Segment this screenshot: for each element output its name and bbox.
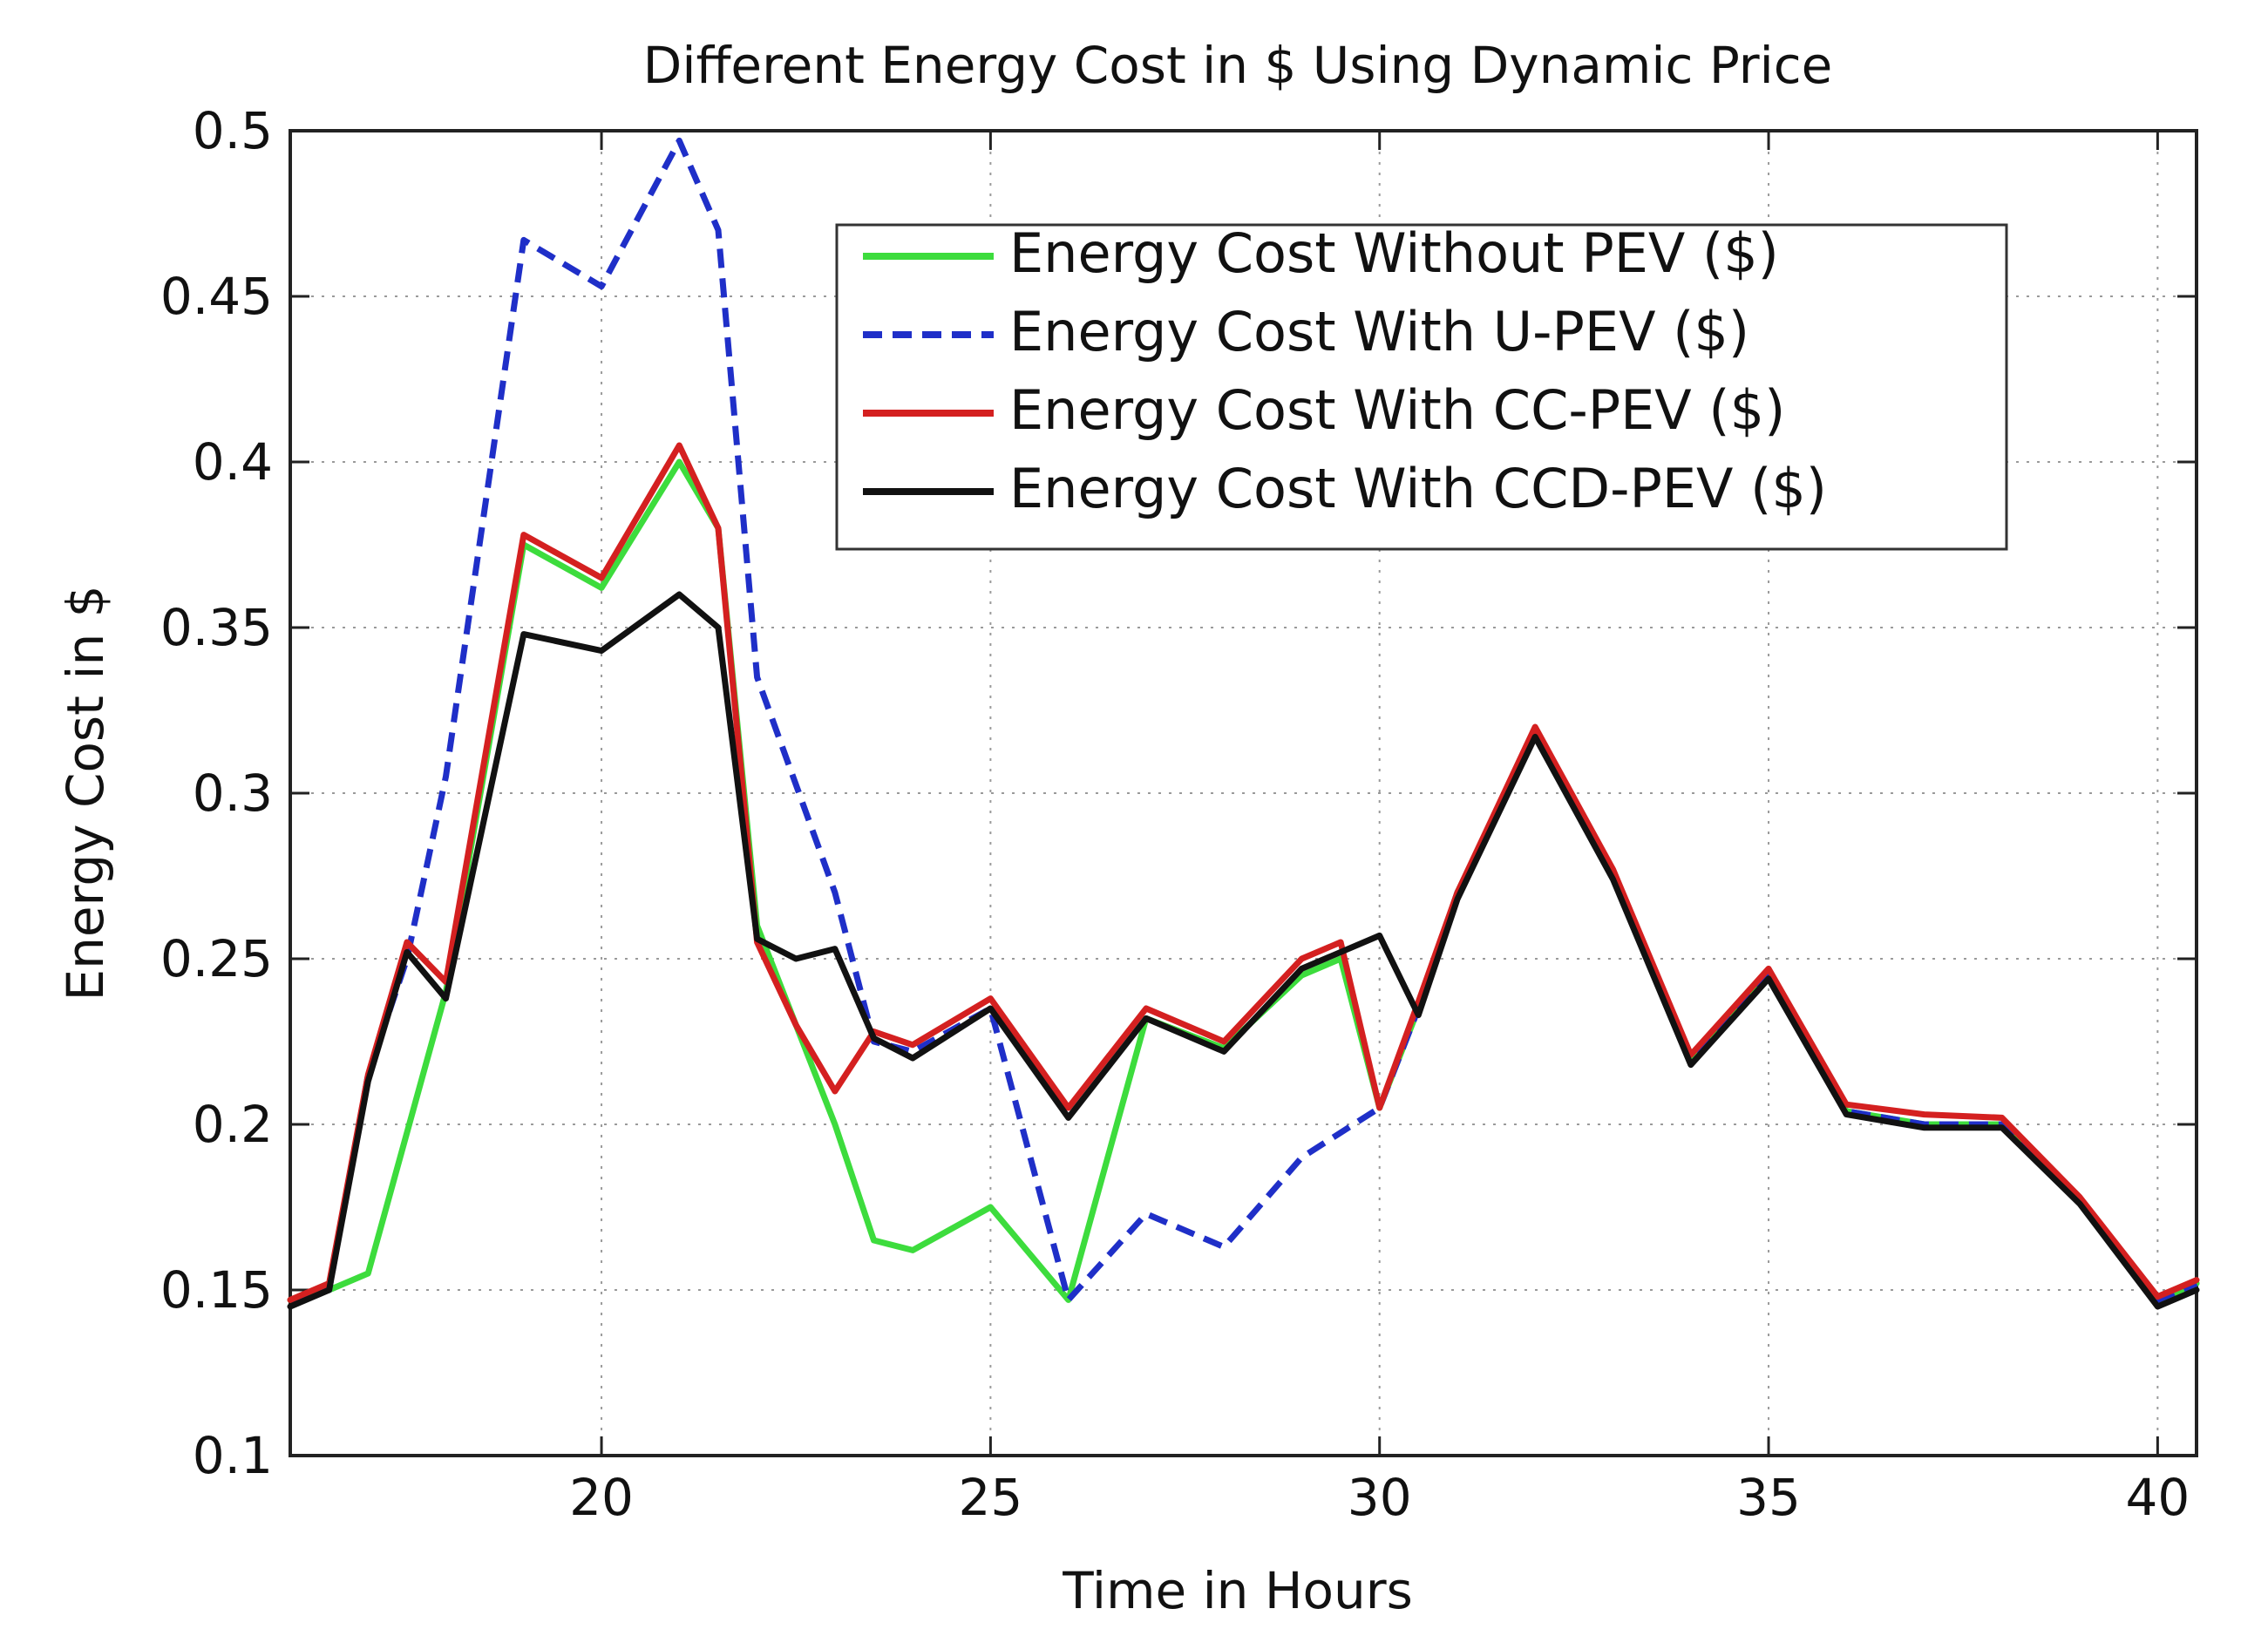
x-tick-label: 40 xyxy=(2125,1468,2190,1527)
y-tick-label: 0.25 xyxy=(160,929,273,988)
x-axis-label: Time in Hours xyxy=(1062,1561,1413,1620)
chart-title: Different Energy Cost in $ Using Dynamic… xyxy=(643,36,1833,95)
legend: Energy Cost Without PEV ($) Energy Cost W… xyxy=(835,221,2008,551)
x-tick-label: 25 xyxy=(958,1468,1022,1527)
series-line-3 xyxy=(287,442,2200,1303)
y-tick-label: 0.5 xyxy=(193,101,273,160)
series-line-2 xyxy=(289,137,2198,1303)
y-tick-label: 0.15 xyxy=(160,1260,273,1320)
legend-label-3: Energy Cost With CC-PEV ($) xyxy=(1009,378,1785,442)
y-tick-label: 0.4 xyxy=(193,432,273,492)
legend-label-2: Energy Cost With U-PEV ($) xyxy=(1009,300,1749,363)
series-lines xyxy=(287,137,2200,1310)
legend-label-4: Energy Cost With CCD-PEV ($) xyxy=(1009,457,1827,520)
y-tick-label: 0.3 xyxy=(193,764,273,823)
x-tick-label: 30 xyxy=(1348,1468,1412,1527)
series-line-4 xyxy=(287,591,2200,1310)
axis-ticks: 20 25 30 35 40 0.1 0.15 0.2 0.25 0.3 0.35 0.4 0.45 0.… xyxy=(160,101,2197,1527)
y-axis-label: Energy Cost in $ xyxy=(56,585,115,1001)
y-tick-label: 0.45 xyxy=(160,267,273,326)
x-tick-label: 35 xyxy=(1736,1468,1801,1527)
y-tick-label: 0.1 xyxy=(193,1426,273,1485)
y-tick-label: 0.35 xyxy=(160,598,273,657)
legend-label-1: Energy Cost Without PEV ($) xyxy=(1009,221,1779,285)
y-tick-label: 0.2 xyxy=(193,1095,273,1154)
x-tick-label: 20 xyxy=(569,1468,634,1527)
legend-box xyxy=(835,223,2008,551)
